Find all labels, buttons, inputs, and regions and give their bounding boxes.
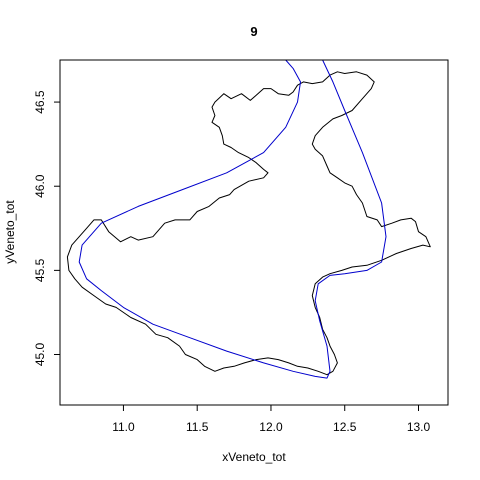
x-tick-label: 11.0 — [112, 420, 135, 434]
fitted-curve-line — [78, 59, 387, 379]
y-tick-label: 46.0 — [33, 174, 47, 198]
plot-frame — [59, 59, 449, 406]
x-axis-label: xVeneto_tot — [222, 450, 286, 464]
y-tick-label: 46.5 — [33, 90, 47, 114]
x-tick-label: 11.5 — [186, 420, 209, 434]
y-axis-label: yVeneto_tot — [3, 200, 17, 264]
chart-title: 9 — [250, 24, 257, 39]
axes: 11.0 11.5 12.0 12.5 13.0 45.0 45.5 46.0 46.5 — [33, 90, 430, 434]
region-boundary-line — [66, 71, 431, 376]
x-tick-label: 13.0 — [407, 420, 431, 434]
x-tick-label: 12.0 — [259, 420, 283, 434]
y-tick-label: 45.5 — [33, 258, 47, 282]
plot-area — [66, 59, 431, 379]
x-tick-label: 12.5 — [333, 420, 357, 434]
y-tick-label: 45.0 — [33, 342, 47, 366]
